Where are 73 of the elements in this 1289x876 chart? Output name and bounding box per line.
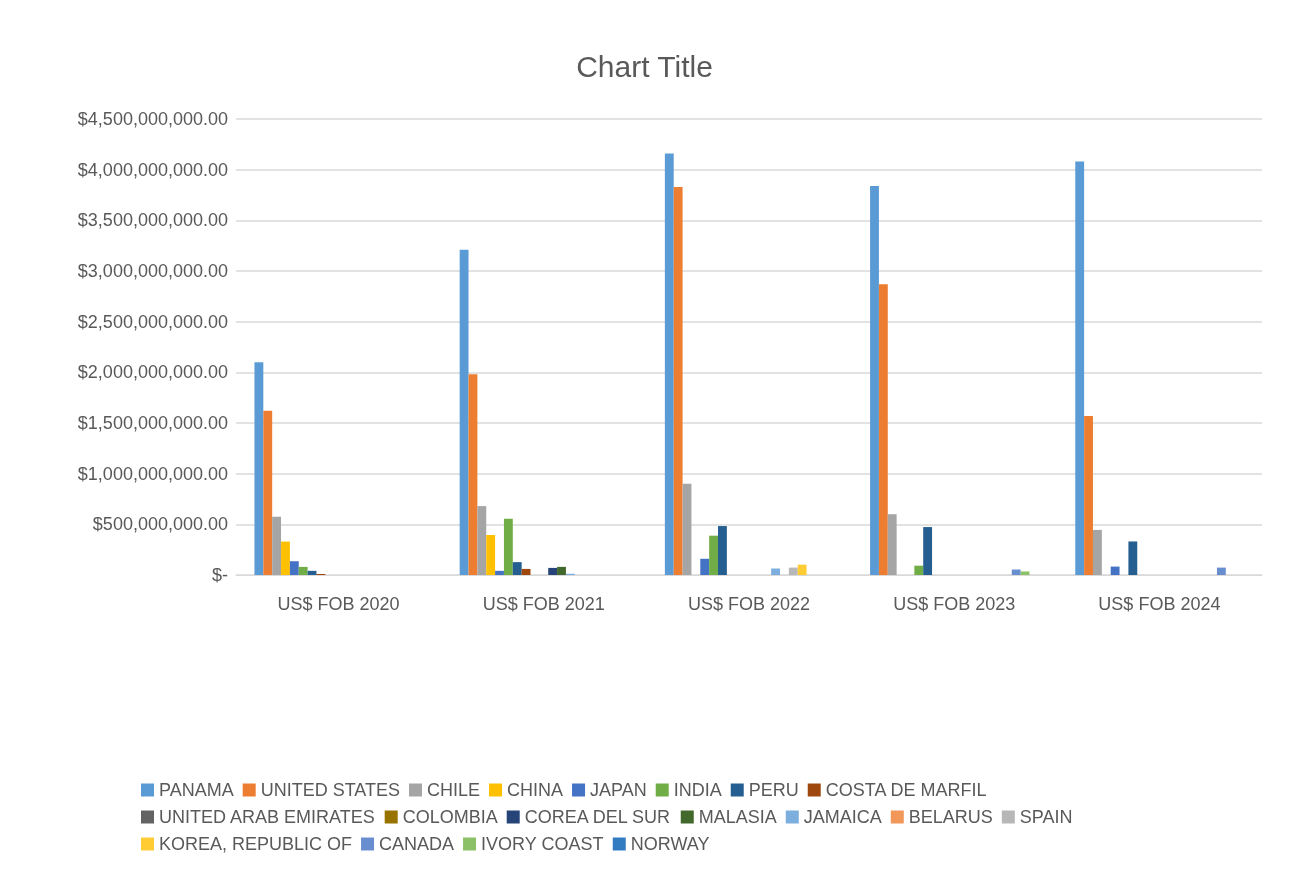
bar [1020,571,1030,575]
legend-label: COSTA DE MARFIL [825,780,987,800]
y-tick-label: $500,000,000.00 [92,514,228,535]
y-tick-label: $4,000,000,000.00 [77,159,228,180]
y-tick-label: $- [211,565,228,585]
bar [477,506,487,575]
legend-label: IVORY COAST [481,834,604,854]
bar [878,284,888,575]
legend-label: CHILE [427,780,481,800]
bar [486,534,496,575]
legend-label: COLOMBIA [402,807,498,827]
legend-label: CANADA [379,834,455,854]
bar [1216,567,1226,575]
y-tick-label: $4,500,000,000.00 [77,109,228,129]
legend-label: INDIA [673,780,722,800]
bar [495,570,504,575]
bar [870,185,879,575]
bar [512,562,522,575]
bar [1128,541,1138,575]
x-tick-label: US$ FOB 2020 [277,594,400,614]
bar [682,483,692,575]
x-tick-label: US$ FOB 2022 [687,594,811,614]
x-tick-label: US$ FOB 2023 [893,594,1016,614]
bar [1011,569,1021,575]
legend-label: CHINA [507,780,564,800]
bar [700,558,710,575]
bar [521,568,531,575]
y-tick-label: $1,500,000,000.00 [77,413,228,433]
legend-label: SPAIN [1019,807,1073,827]
bar [797,564,807,575]
bar [289,561,299,575]
bar [298,566,308,575]
bar [468,374,478,575]
bar [664,153,674,575]
bar [887,514,897,575]
bar [503,518,513,575]
y-tick-label: $3,500,000,000.00 [77,210,228,231]
bar [914,565,924,575]
legend-label: MALASIA [698,807,777,827]
y-tick-label: $3,000,000,000.00 [77,261,228,281]
bar [459,249,469,575]
bar [709,535,718,575]
legend-label: NORWAY [630,834,710,854]
bar [281,541,290,575]
bar [272,516,282,575]
legend-label: BELARUS [908,807,993,827]
bar [548,567,558,575]
legend-label: PERU [748,780,799,800]
bar [718,526,727,575]
legend-label: COREA DEL SUR [524,807,671,827]
bar [771,568,780,575]
legend-label: UNITED STATES [260,780,401,800]
legend-label: PANAMA [159,780,234,800]
bar [263,410,273,575]
y-tick-label: $2,500,000,000.00 [77,311,228,332]
bar [788,567,798,575]
bar [1084,415,1093,575]
bar [673,186,683,575]
bar [1110,566,1120,575]
bar [1092,529,1102,575]
bar [254,362,264,575]
legend-label: JAMAICA [803,807,882,827]
bar [923,527,933,575]
legend-label: KOREA, REPUBLIC OF [159,834,353,854]
bar [1075,161,1085,575]
bar [557,566,566,575]
legend-label: JAPAN [590,780,647,800]
x-tick-label: US$ FOB 2024 [1098,594,1221,614]
y-tick-label: $2,000,000,000.00 [77,362,228,383]
y-tick-label: $1,000,000,000.00 [77,463,228,484]
legend-label: UNITED ARAB EMIRATES [159,807,375,827]
chart-title: Chart Title [576,49,713,83]
x-tick-label: US$ FOB 2021 [482,594,605,614]
